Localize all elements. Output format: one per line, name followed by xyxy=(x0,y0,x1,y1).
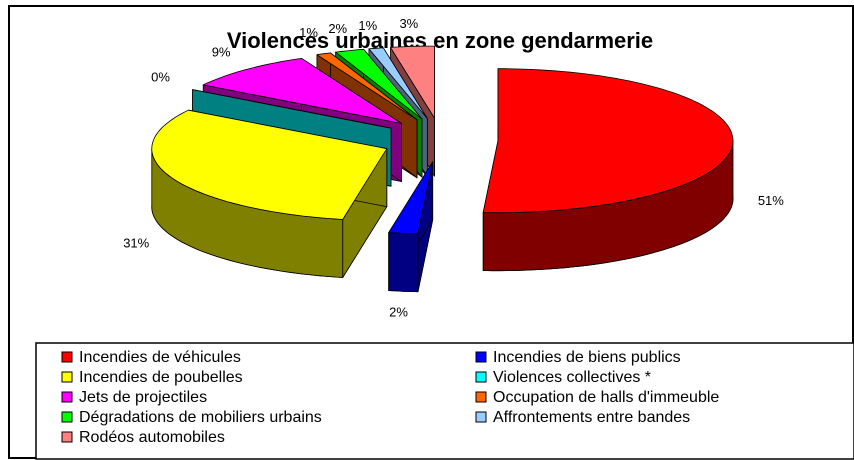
slice xyxy=(482,68,734,272)
slice xyxy=(368,47,428,119)
legend-swatch xyxy=(61,351,73,363)
data-label: 2% xyxy=(389,305,408,320)
legend-label: Incendies de biens publics xyxy=(493,349,681,366)
legend-swatch xyxy=(475,351,487,363)
legend-swatch xyxy=(475,411,487,423)
legend-box xyxy=(35,342,854,460)
legend-swatch xyxy=(61,431,73,443)
legend-label: Violences collectives * xyxy=(493,369,651,386)
slice xyxy=(151,109,388,220)
slice xyxy=(482,68,734,214)
data-label: 1% xyxy=(299,25,318,40)
slice xyxy=(388,161,434,235)
legend-label: Dégradations de mobiliers urbains xyxy=(79,409,322,426)
slice xyxy=(316,52,418,121)
slice xyxy=(151,109,388,278)
legend-label: Occupation de halls d'immeuble xyxy=(493,389,719,406)
slice xyxy=(335,48,423,120)
data-label: 2% xyxy=(328,21,347,36)
legend-label: Affrontements entre bandes xyxy=(493,409,690,426)
slice xyxy=(192,89,392,129)
data-label: 31% xyxy=(123,236,149,251)
legend-swatch xyxy=(61,411,73,423)
legend-label: Jets de projectiles xyxy=(79,389,207,406)
legend-swatch xyxy=(61,391,73,403)
slice xyxy=(388,161,434,293)
data-label: 9% xyxy=(212,44,231,59)
legend-swatch xyxy=(61,371,73,383)
legend-swatch xyxy=(475,391,487,403)
legend-label: Incendies de véhicules xyxy=(79,349,241,366)
legend-label: Rodéos automobiles xyxy=(79,429,225,446)
chart-title: Violences urbaines en zone gendarmerie xyxy=(227,28,653,53)
legend-swatch xyxy=(475,371,487,383)
data-label: 0% xyxy=(151,69,170,84)
slice xyxy=(202,58,402,124)
slice-wall xyxy=(388,232,419,293)
data-label: 1% xyxy=(358,18,377,33)
slice xyxy=(390,45,435,119)
data-label: 51% xyxy=(758,193,784,208)
legend-label: Incendies de poubelles xyxy=(79,369,243,386)
data-label: 3% xyxy=(399,16,418,31)
